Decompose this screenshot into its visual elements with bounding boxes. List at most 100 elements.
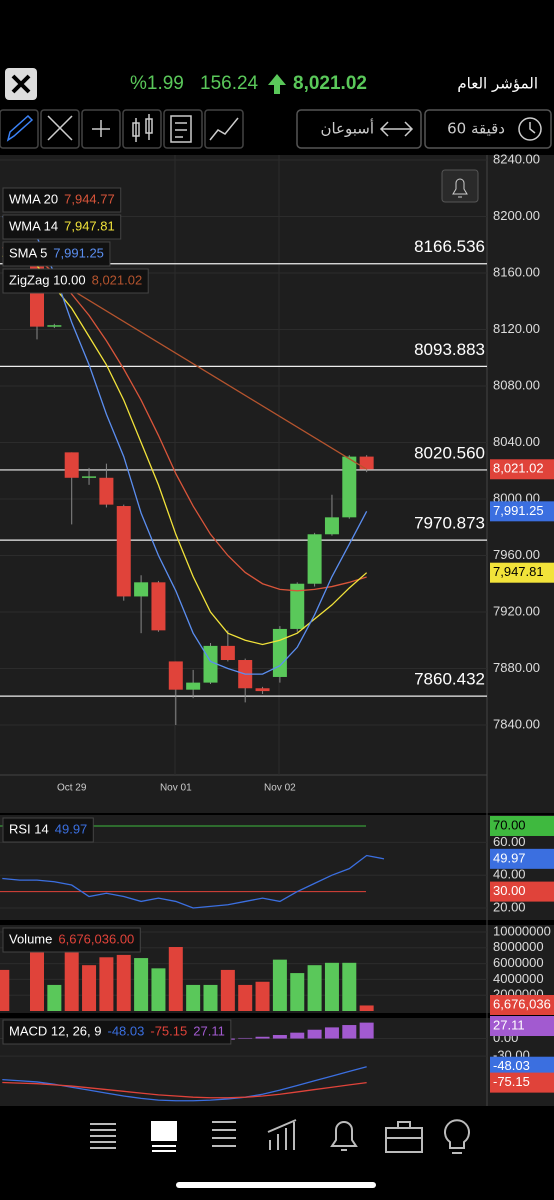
price-tag [490, 562, 554, 583]
tool-button[interactable] [40, 109, 80, 149]
price-tag-label: -75.15 [493, 1074, 530, 1089]
tool-button[interactable] [0, 109, 39, 149]
nav-stats[interactable] [267, 1119, 297, 1150]
bottom-nav [90, 1119, 470, 1154]
tool-button[interactable] [122, 109, 162, 149]
candle-body [359, 456, 374, 470]
price-tag [490, 815, 554, 836]
price-tag-label: 49.97 [493, 850, 526, 865]
volume-bar [238, 984, 253, 1011]
volume-bar [186, 984, 201, 1011]
legend-box [2, 187, 122, 213]
volume-bar [64, 950, 79, 1011]
tool-button[interactable] [163, 109, 203, 149]
legend-text: 8,021.02 [92, 272, 143, 287]
candle-body [64, 452, 79, 478]
candle-body [220, 645, 235, 661]
candle-body [82, 476, 97, 478]
price-tag-label: 8,021.02 [493, 461, 544, 476]
crosshair-icon [92, 120, 110, 137]
y-tick-label: 4000000 [493, 971, 544, 986]
candle-body [116, 506, 131, 597]
macd-bar [255, 1036, 270, 1039]
tools-icon [47, 115, 73, 141]
price-tag-label: 70.00 [493, 817, 526, 832]
volume-bar [290, 973, 305, 1011]
volume-bar [99, 957, 114, 1011]
y-tick-label: 8240.00 [493, 151, 540, 166]
interval-button[interactable] [424, 109, 552, 149]
legend-text: 49.97 [55, 821, 88, 836]
candle-body [203, 645, 218, 683]
indicator-icon [209, 117, 239, 141]
candle-body [342, 456, 357, 518]
volume-bar [82, 965, 97, 1011]
close-icon [11, 74, 31, 94]
macd-bar [307, 1029, 322, 1039]
legend-box [2, 214, 122, 240]
legend-text: ZigZag 10.00 [9, 272, 86, 287]
price-tag [490, 459, 554, 480]
nav-list[interactable] [212, 1121, 236, 1147]
candle-body [186, 682, 201, 690]
history-icon [518, 117, 542, 141]
y-tick-label: 8000000 [493, 939, 544, 954]
price-tag [490, 1016, 554, 1036]
volume-bar [220, 969, 235, 1011]
legend-box [2, 1019, 232, 1045]
price-tag-label: -48.03 [493, 1058, 530, 1073]
list-icon [170, 115, 192, 143]
y-tick-label: 6000000 [493, 955, 544, 970]
interval-label: 60 دقيقة [447, 120, 505, 138]
y-tick-label: 7920.00 [493, 603, 540, 618]
volume-bar [168, 947, 183, 1011]
x-axis-panel [0, 775, 554, 813]
price: 8,021.02 [293, 73, 367, 94]
volume-bar [116, 954, 131, 1011]
price-tag-label: 7,991.25 [493, 503, 544, 518]
price-tag [490, 1056, 554, 1077]
legend-text: WMA 20 [9, 191, 58, 206]
y-tick-label: 8080.00 [493, 377, 540, 392]
nav-market[interactable] [90, 1123, 116, 1149]
price-tag [490, 848, 554, 869]
legend-text: SMA 5 [9, 245, 47, 260]
y-tick-label: 7840.00 [493, 716, 540, 731]
legend-text: 6,676,036.00 [58, 931, 134, 946]
legend-box [2, 241, 111, 267]
level-label: 7860.432 [414, 670, 485, 689]
legend-box [2, 927, 141, 953]
y-tick-label: 60.00 [493, 834, 526, 849]
candle-body [307, 534, 322, 584]
candle-body [168, 661, 183, 690]
y-tick-label: 20.00 [493, 899, 526, 914]
range-label: أسبوعان [320, 119, 374, 138]
nav-alerts[interactable] [330, 1121, 358, 1151]
candle-body [255, 688, 270, 692]
x-tick-label: Oct 29 [57, 783, 87, 794]
tool-button[interactable] [81, 109, 121, 149]
legend-text: -75.15 [150, 1023, 187, 1038]
legend-text: Volume [9, 931, 52, 946]
level-label: 8093.883 [414, 340, 485, 359]
tool-button[interactable] [204, 109, 244, 149]
macd-bar [290, 1032, 305, 1039]
home-indicator [176, 1182, 376, 1188]
nav-chart[interactable] [151, 1121, 177, 1152]
legend-text: -48.03 [108, 1023, 145, 1038]
legend-text: WMA 14 [9, 218, 58, 233]
y-tick-label: 10000000 [493, 923, 551, 938]
price-tag-label: 7,947.81 [493, 564, 544, 579]
swap-icon [379, 121, 414, 137]
legend-text: 7,944.77 [64, 191, 115, 206]
macd-bar [342, 1025, 357, 1039]
macd-bar [238, 1037, 253, 1039]
volume-bar [342, 962, 357, 1011]
nav-ideas[interactable] [444, 1119, 470, 1154]
range-button[interactable] [296, 109, 422, 149]
alert-button[interactable] [441, 169, 479, 203]
indicator-line [1, 215, 368, 675]
nav-portfolio[interactable] [385, 1121, 423, 1153]
volume-bar [203, 984, 218, 1011]
candle-body [272, 628, 287, 677]
